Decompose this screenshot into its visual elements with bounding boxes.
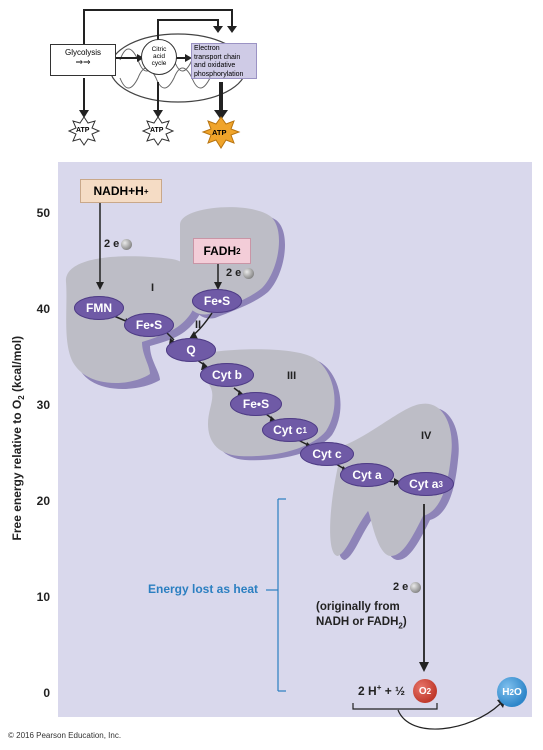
etc-box: Electron transport chain and oxidative p… xyxy=(191,43,257,79)
y-tick-50: 50 xyxy=(36,206,50,220)
glycolysis-box: Glycolysis ⇒⇒ xyxy=(50,44,116,76)
atp-burst-2 xyxy=(141,116,175,146)
etc-label-4: phosphorylation xyxy=(194,70,244,78)
carrier-q: Q xyxy=(166,338,216,362)
citric-label-3: cycle xyxy=(151,60,167,67)
citric-label-1: Citric xyxy=(151,46,167,53)
fadh2-box: FADH 2 xyxy=(193,238,251,264)
carrier-fes-1: Fe•S xyxy=(124,313,174,337)
equation-lhs: 2 H+ + ½ xyxy=(358,683,406,698)
y-tick-30: 30 xyxy=(36,398,50,412)
atp-label-1: ATP xyxy=(76,127,90,134)
carrier-cyt-a: Cyt a xyxy=(340,463,394,487)
atp-burst-3 xyxy=(201,116,241,149)
electron-icon xyxy=(121,238,133,250)
origin-note-line2: NADH or FADH2) xyxy=(316,616,407,631)
carrier-fmn: FMN xyxy=(74,296,124,320)
glycolysis-label: Glycolysis xyxy=(64,48,101,57)
carrier-fes-2: Fe•S xyxy=(192,289,242,313)
carrier-cyt-c: Cyt c xyxy=(300,442,354,466)
etc-label-3: and oxidative xyxy=(194,62,236,69)
y-tick-10: 10 xyxy=(36,590,50,604)
electron-pair-1: 2 e xyxy=(104,238,133,250)
heat-bracket xyxy=(266,498,286,692)
carrier-fes-3: Fe•S xyxy=(230,392,282,416)
citric-acid-cycle-circle: Citric acid cycle xyxy=(141,39,177,75)
etc-label-1: Electron xyxy=(194,45,220,52)
origin-note: (originally from NADH or FADH2) xyxy=(316,600,407,633)
etc-label-2: transport chain xyxy=(194,53,241,61)
y-tick-20: 20 xyxy=(36,494,50,508)
electron-pair-2: 2 e xyxy=(226,267,255,279)
electron-icon xyxy=(243,267,255,279)
electron-pair-3: 2 e xyxy=(393,581,422,593)
heat-label: Energy lost as heat xyxy=(148,582,259,596)
y-tick-0: 0 xyxy=(43,686,50,700)
nadh-box: NADH+H + xyxy=(80,179,162,203)
complex-iii-label: III xyxy=(287,370,297,382)
complex-ii-label: II xyxy=(195,319,202,331)
y-tick-40: 40 xyxy=(36,302,50,316)
carrier-cyt-b: Cyt b xyxy=(200,363,254,387)
atp-burst-1 xyxy=(67,116,101,146)
copyright: © 2016 Pearson Education, Inc. xyxy=(8,731,122,740)
complex-iv-label: IV xyxy=(421,430,432,442)
citric-label-2: acid xyxy=(153,53,165,60)
y-axis-label: Free energy relative to O2 (kcal/mol) xyxy=(9,335,27,541)
complex-i-label: I xyxy=(151,282,155,294)
atp-label-3: ATP xyxy=(212,128,227,137)
electron-icon xyxy=(410,581,422,593)
atp-label-2: ATP xyxy=(150,127,164,134)
glycolysis-arrows-icon: ⇒⇒ xyxy=(75,57,91,67)
origin-note-line1: (originally from xyxy=(316,601,400,613)
